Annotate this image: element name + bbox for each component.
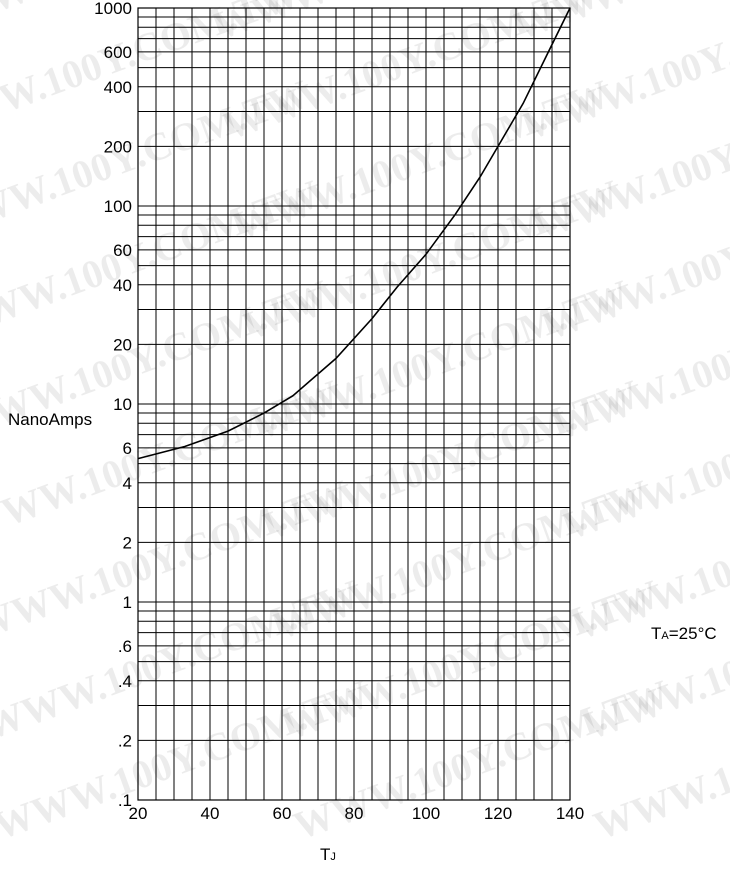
y-tick-label: 600 (104, 43, 132, 62)
x-axis-label-main: T (320, 845, 331, 864)
grid-lines (137, 7, 571, 801)
y-tick-label: 40 (113, 276, 132, 295)
x-tick-label: 40 (201, 804, 220, 823)
watermark-layer: WWW.100Y.COM.TWWWW.100Y.COM.TWWWW.100Y.C… (0, 0, 730, 848)
y-tick-label: 6 (123, 439, 132, 458)
y-tick-label: .6 (118, 637, 132, 656)
y-tick-label: 200 (104, 137, 132, 156)
ambient-temperature-note: TA=25°C (651, 624, 717, 644)
y-tick-label: 4 (123, 474, 132, 493)
series-line (137, 7, 571, 460)
x-tick-label: 100 (412, 804, 440, 823)
y-tick-label: 10 (113, 395, 132, 414)
x-tick-label: 20 (129, 804, 148, 823)
y-axis-label: NanoAmps (8, 410, 93, 429)
y-tick-label: 1000 (94, 0, 132, 18)
y-tick-label: 20 (113, 335, 132, 354)
x-tick-label: 140 (556, 804, 584, 823)
x-tick-label: 60 (273, 804, 292, 823)
x-axis-label-sub: J (330, 851, 336, 863)
x-tick-label: 80 (345, 804, 364, 823)
y-tick-label: .2 (118, 731, 132, 750)
y-tick-labels: .1 .2 .4 .6 1 2 4 6 10 20 40 60 100 200 400 600 1000 (94, 0, 132, 810)
y-tick-label: 100 (104, 197, 132, 216)
x-axis-label: TJ (320, 845, 336, 865)
ta-sub: A (661, 630, 669, 642)
y-tick-label: 60 (113, 241, 132, 260)
y-tick-label: 1 (123, 593, 132, 612)
y-tick-label: 2 (123, 533, 132, 552)
x-tick-label: 120 (484, 804, 512, 823)
y-tick-label: .4 (118, 672, 132, 691)
ta-rest: =25°C (668, 624, 717, 643)
x-tick-labels: 20 40 60 80 100 120 140 (129, 804, 585, 823)
y-tick-label: 400 (104, 78, 132, 97)
y-tick-label: .1 (118, 791, 132, 810)
ta-main: T (651, 624, 662, 643)
